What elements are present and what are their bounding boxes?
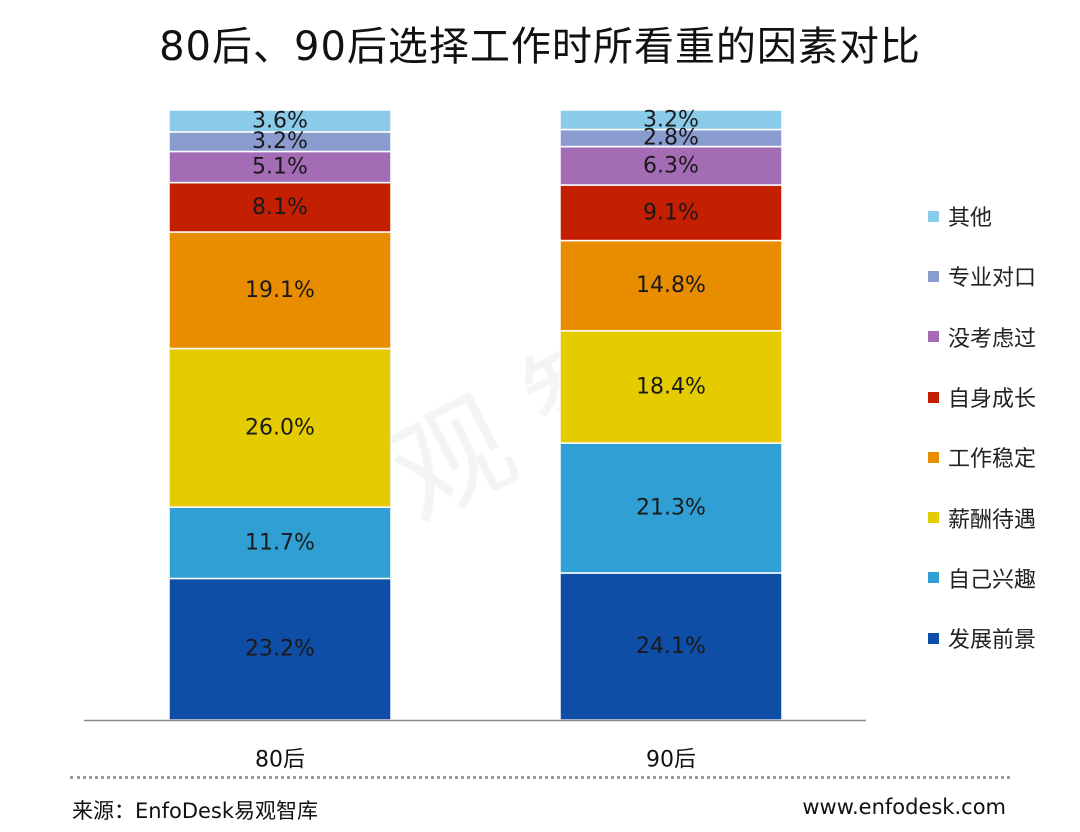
legend-swatch [928, 512, 939, 524]
legend-item: 专业对口 [928, 246, 1036, 306]
data-label: 23.2% [245, 637, 315, 662]
bar-segment-1-3 [168, 347, 392, 508]
data-label: 21.3% [636, 496, 706, 521]
data-label: 24.1% [636, 634, 706, 659]
data-label: 2.8% [643, 126, 699, 151]
legend-swatch [928, 451, 939, 463]
data-label: 9.1% [643, 200, 699, 225]
legend-item: 自身成长 [928, 367, 1036, 427]
legend-label: 没考虑过 [948, 326, 1037, 352]
legend-swatch [928, 572, 939, 584]
website-link[interactable]: www.enfodesk.com [802, 795, 1006, 819]
footer-divider [70, 776, 1010, 779]
data-label: 18.4% [636, 374, 706, 399]
bar-segment-1-5 [168, 181, 392, 233]
legend-swatch [928, 331, 939, 343]
chart-title: 80后、90后选择工作时所看重的因素对比 [159, 24, 921, 70]
bar-segment-2-3 [559, 330, 783, 444]
bar-segment-2-4 [559, 239, 783, 332]
bar-segment-1-6 [168, 150, 392, 184]
bar-segment-1-1 [168, 577, 392, 721]
bar-segment-2-8 [559, 109, 783, 131]
data-label: 19.1% [245, 278, 315, 303]
legend-swatch [928, 210, 939, 222]
x-tick-label: 90后 [646, 748, 696, 773]
chart-legend: 其他专业对口没考虑过自身成长工作稳定薪酬待遇自己兴趣发展前景 [928, 186, 1036, 668]
legend-label: 工作稳定 [948, 447, 1037, 473]
legend-item: 自己兴趣 [928, 548, 1036, 608]
legend-label: 发展前景 [948, 628, 1037, 654]
data-label: 14.8% [636, 273, 706, 298]
bar-segment-1-4 [168, 231, 392, 350]
legend-swatch [928, 391, 939, 403]
legend-label: 薪酬待遇 [948, 507, 1037, 533]
data-label: 3.6% [252, 108, 308, 133]
legend-item: 工作稳定 [928, 427, 1036, 487]
bars-layer [168, 109, 783, 721]
bar-segment-1-8 [168, 109, 392, 133]
data-label: 11.7% [245, 530, 315, 555]
data-label: 26.0% [245, 415, 315, 440]
legend-label: 专业对口 [948, 266, 1037, 292]
data-label: 3.2% [252, 129, 308, 154]
legend-item: 薪酬待遇 [928, 487, 1036, 547]
legend-label: 自己兴趣 [948, 567, 1037, 593]
legend-swatch [928, 270, 939, 282]
legend-swatch [928, 632, 939, 644]
source-note: 来源：EnfoDesk易观智库 [72, 799, 319, 823]
bar-segment-2-2 [559, 442, 783, 574]
data-label: 8.1% [252, 195, 308, 220]
labels-layer: 23.2%11.7%26.0%19.1%8.1%5.1%3.2%3.6%24.1… [245, 107, 706, 661]
legend-item: 没考虑过 [928, 307, 1036, 367]
legend-label: 自身成长 [948, 387, 1037, 413]
ticks-layer: 80后 90后 [255, 748, 696, 773]
bar-segment-2-6 [559, 145, 783, 186]
legend-item: 其他 [928, 186, 1036, 246]
data-label: 6.3% [643, 153, 699, 178]
data-label: 3.2% [643, 107, 699, 132]
legend-item: 发展前景 [928, 608, 1036, 668]
data-label: 5.1% [252, 155, 308, 180]
x-tick-label: 80后 [255, 748, 305, 773]
legend-label: 其他 [948, 206, 993, 232]
